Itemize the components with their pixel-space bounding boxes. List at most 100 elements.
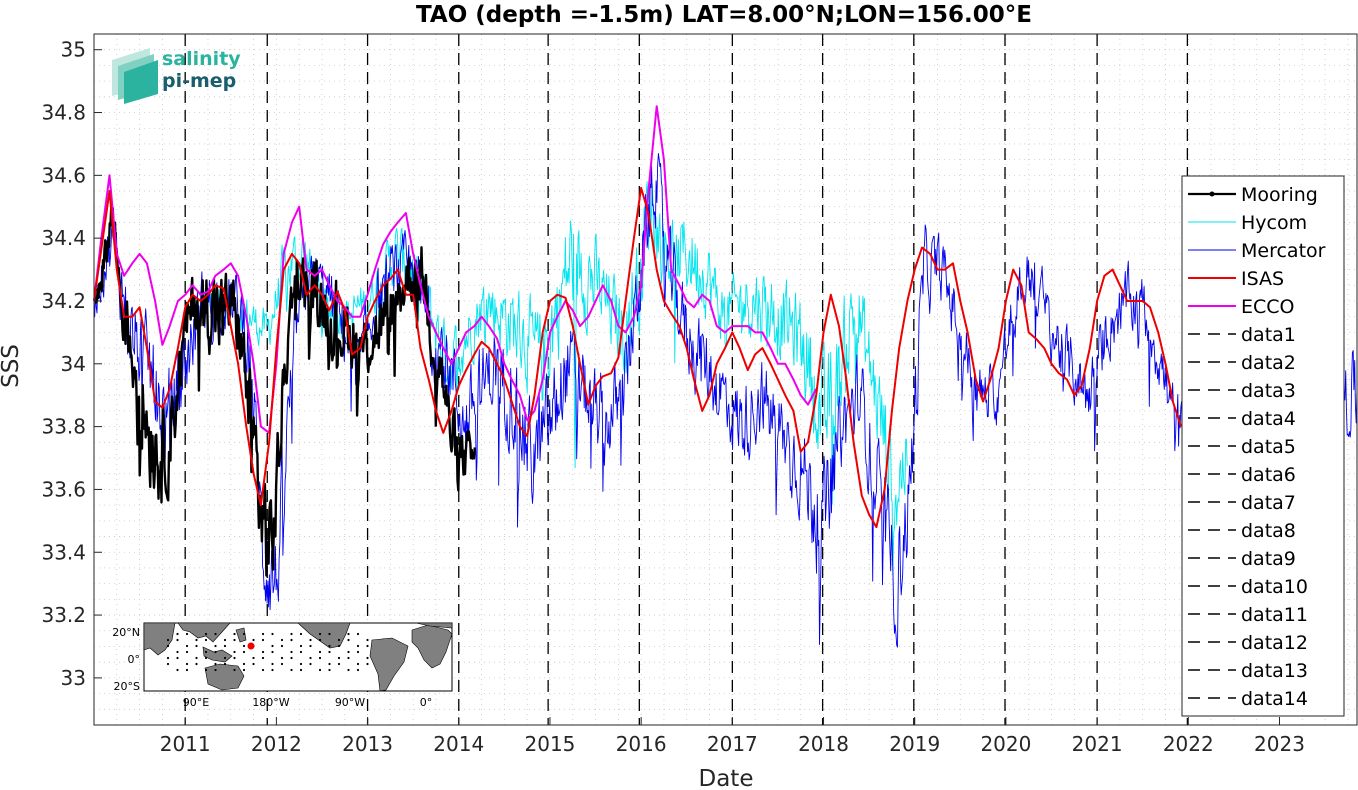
buoy-dot [271,632,274,636]
legend-label: ECCO [1241,296,1295,318]
buoy-dot [328,632,331,636]
x-axis-label: Date [699,766,754,790]
buoy-dot [166,644,170,648]
buoy-dot [318,668,322,672]
y-axis-ticks: 33 33.2 33.4 33.6 33.8 34 34.2 34.4 34.6 34.8 35 [41,38,102,690]
buoy-dot [261,656,265,660]
y-tick-label: 34.4 [41,226,86,250]
buoy-dot [366,644,369,648]
buoy-dot [185,668,189,672]
y-tick-label: 33.2 [41,603,86,627]
y-tick-label: 33.6 [41,477,86,501]
y-tick-label: 34.6 [41,163,86,187]
buoy-dot [204,650,208,654]
buoy-dot [195,644,198,648]
buoy-dot [233,638,236,642]
buoy-dot [366,656,369,660]
legend-entry: data4 [1188,408,1296,430]
series-mooring-line [93,206,476,577]
y-axis-label: SSS [0,344,24,388]
x-tick-label: 2022 [1163,732,1214,756]
buoy-dot [356,632,360,636]
x-tick-label: 2011 [160,732,211,756]
legend-label: data12 [1241,632,1308,654]
inset-lat-label: 20°N [112,626,140,639]
x-tick-label: 2016 [616,732,667,756]
logo-text-pimep: pi-mep [162,70,236,92]
series-isas-line [93,186,1182,529]
buoy-dot [356,668,360,672]
landmass [369,637,409,692]
x-tick-label: 2021 [1072,732,1123,756]
inset-lat-label: 20°S [114,680,140,693]
inset-lat-label: 0° [128,653,141,666]
legend-label: data6 [1241,464,1296,486]
buoy-dot [223,656,227,660]
buoy-dot [166,656,170,660]
series-lines [93,105,1358,648]
x-tick-label: 2014 [433,732,484,756]
legend-label: data13 [1241,660,1308,682]
legend-label: data1 [1241,324,1296,346]
inset-lon-label: 180°W [252,696,289,709]
landmass [177,622,231,643]
legend-entry: data9 [1188,548,1296,570]
legend-entry: ECCO [1188,296,1295,318]
buoy-dot [204,638,208,642]
buoy-dot [223,644,227,648]
legend: Mooring Hycom Mercator ISAS ECCO data1 data2 da… [1181,175,1345,717]
buoy-dot [195,638,198,642]
buoy-dot [271,650,274,654]
buoy-dot [347,638,350,642]
legend-entry: data14 [1188,688,1308,710]
buoy-dot [280,656,284,660]
buoy-dot [290,668,293,672]
buoy-dot [337,656,341,660]
x-axis-ticks: 2011 2012 2013 2014 2015 2016 2017 2018 2019 2020… [160,717,1305,756]
legend-entry: data11 [1188,604,1308,626]
buoy-dot [347,656,350,660]
buoy-dot [356,644,360,648]
buoy-dot [366,662,369,666]
x-tick-label: 2020 [980,732,1031,756]
buoy-dot [233,650,236,654]
buoy-dot [309,638,312,642]
legend-entry: data3 [1188,380,1296,402]
buoy-dot [347,668,350,672]
legend-label: data8 [1241,520,1296,542]
legend-entry: Mercator [1188,240,1326,262]
chart-title: TAO (depth =-1.5m) LAT=8.00°N;LON=156.00… [416,2,1032,28]
buoy-dot [252,638,255,642]
buoy-dot [242,632,246,636]
buoy-dot [223,638,227,642]
x-tick-label: 2018 [798,732,849,756]
buoy-dot [318,638,322,642]
y-tick-label: 33.8 [41,415,86,439]
buoy-dot [242,662,246,666]
legend-label: Mercator [1241,240,1326,262]
buoy-dot [176,650,179,654]
x-tick-label: 2017 [707,732,758,756]
x-tick-label: 2015 [525,732,576,756]
buoy-dot [261,632,265,636]
legend-label: data3 [1241,380,1296,402]
legend-entry: data6 [1188,464,1296,486]
landmass [411,624,453,669]
buoy-dot [299,650,303,654]
buoy-dot [185,632,189,636]
buoy-dot [176,632,179,636]
legend-label: data4 [1241,408,1296,430]
legend-label: data11 [1241,604,1308,626]
buoy-dot [328,644,331,648]
axes-box [93,33,1358,726]
legend-label: data14 [1241,688,1308,710]
buoy-dot [261,638,265,642]
buoy-dot [185,644,189,648]
buoy-dot [195,656,198,660]
buoy-dot [347,650,350,654]
buoy-dot [252,662,255,666]
buoy-dot [290,638,293,642]
x-tick-label: 2019 [889,732,940,756]
buoy-dot [271,662,274,666]
